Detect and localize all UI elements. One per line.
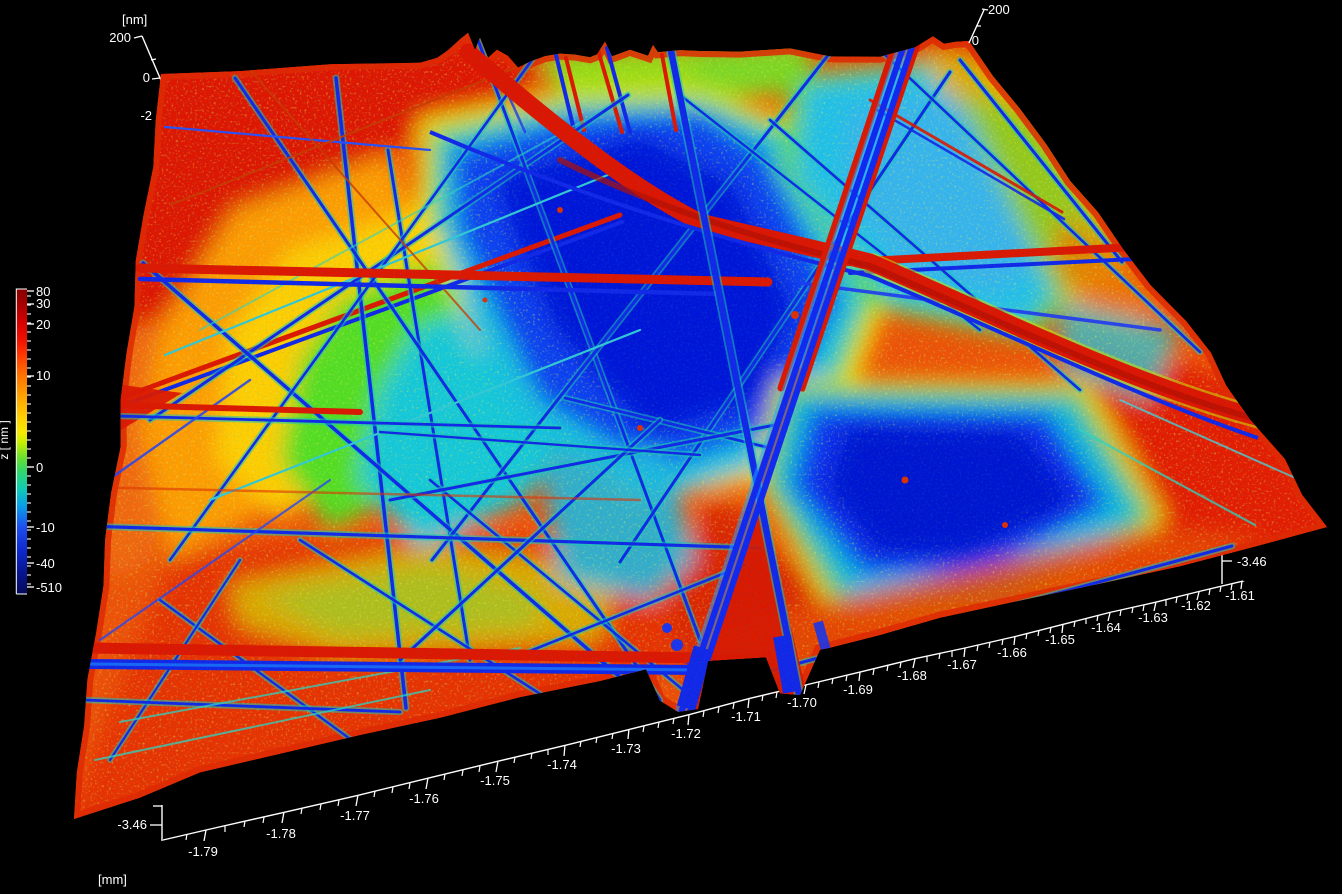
svg-text:-1.64: -1.64 [1091, 620, 1121, 635]
svg-text:-2: -2 [140, 108, 152, 123]
svg-text:0: 0 [36, 460, 43, 475]
svg-text:-1.71: -1.71 [731, 709, 761, 724]
svg-text:-1.68: -1.68 [897, 668, 927, 683]
svg-text:-1.75: -1.75 [480, 773, 510, 788]
svg-text:[mm]: [mm] [98, 872, 127, 887]
svg-text:-1.77: -1.77 [340, 808, 370, 823]
svg-text:200: 200 [109, 30, 131, 45]
svg-text:-1.66: -1.66 [997, 645, 1027, 660]
svg-text:-1.70: -1.70 [787, 695, 817, 710]
svg-text:30: 30 [36, 296, 50, 311]
svg-text:-1.76: -1.76 [409, 791, 439, 806]
svg-text:-3.46: -3.46 [1237, 554, 1267, 569]
svg-text:-10: -10 [36, 520, 55, 535]
svg-text:-1.79: -1.79 [188, 844, 218, 859]
svg-text:-1.62: -1.62 [1181, 598, 1211, 613]
svg-text:z [ nm ]: z [ nm ] [0, 420, 11, 459]
svg-text:-1.63: -1.63 [1138, 610, 1168, 625]
svg-text:200: 200 [988, 2, 1010, 17]
svg-text:-510: -510 [36, 580, 62, 595]
svg-text:-1.69: -1.69 [843, 682, 873, 697]
svg-text:-1.61: -1.61 [1225, 588, 1255, 603]
svg-text:-1.78: -1.78 [266, 826, 296, 841]
svg-text:10: 10 [36, 368, 50, 383]
svg-text:0: 0 [972, 33, 979, 48]
svg-text:-1.73: -1.73 [611, 741, 641, 756]
svg-text:80: 80 [36, 284, 50, 299]
svg-text:0: 0 [143, 70, 150, 85]
svg-text:-1.74: -1.74 [547, 757, 577, 772]
svg-text:-3.46: -3.46 [117, 817, 147, 832]
svg-text:-1.67: -1.67 [947, 657, 977, 672]
svg-text:-1.72: -1.72 [671, 726, 701, 741]
svg-text:-1.65: -1.65 [1045, 632, 1075, 647]
svg-text:[nm]: [nm] [122, 12, 147, 27]
svg-text:20: 20 [36, 317, 50, 332]
svg-text:-40: -40 [36, 556, 55, 571]
